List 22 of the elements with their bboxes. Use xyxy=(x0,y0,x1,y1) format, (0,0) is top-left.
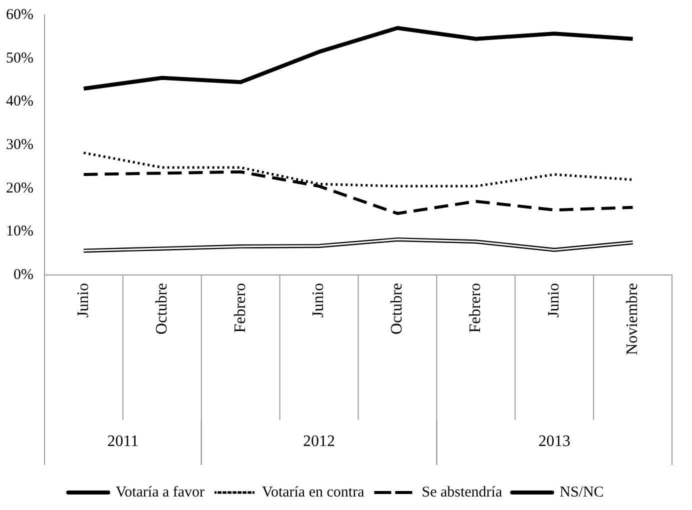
text: 2011 xyxy=(107,433,139,450)
y-tick-label: 30% xyxy=(6,136,34,153)
legend-label: NS/NC xyxy=(560,484,604,500)
x-tick-label: Octubre xyxy=(153,283,170,335)
x-tick-label: Febrero xyxy=(232,283,249,333)
text: 2012 xyxy=(303,433,336,450)
y-tick-label: 0% xyxy=(13,266,34,283)
x-tick-label: Junio xyxy=(310,283,328,318)
x-tick-label: Junio xyxy=(546,283,563,318)
legend-label: Se abstendría xyxy=(422,484,502,500)
x-tick-label: Noviembre xyxy=(624,283,641,355)
y-tick-label: 50% xyxy=(6,50,34,66)
y-tick-label: 40% xyxy=(6,94,34,110)
y-tick-label: 60% xyxy=(6,6,34,23)
text: 2013 xyxy=(538,433,570,450)
legend-label: Votaría a favor xyxy=(116,484,205,500)
x-tick-label: Junio xyxy=(74,283,92,318)
x-tick-label: Febrero xyxy=(467,283,484,333)
x-tick-label: Octubre xyxy=(388,283,406,335)
legend-label: Votaría en contra xyxy=(262,484,365,500)
y-tick-label: 20% xyxy=(6,180,34,196)
y-tick-label: 10% xyxy=(6,224,34,240)
